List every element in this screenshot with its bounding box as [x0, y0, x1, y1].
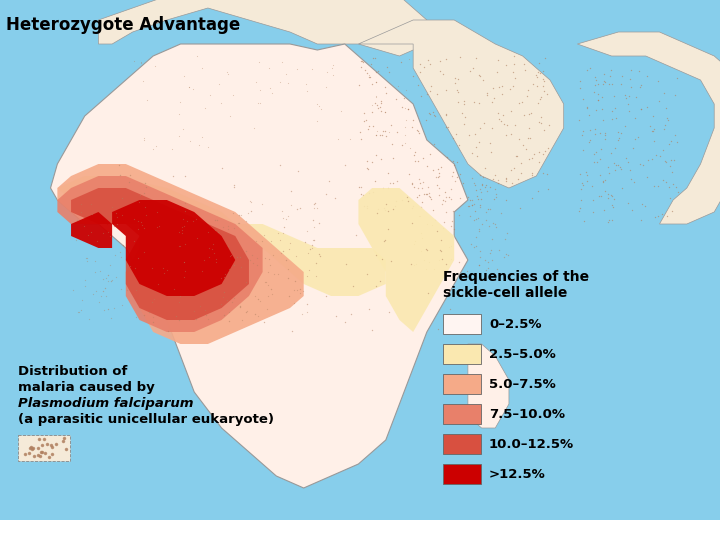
Polygon shape: [58, 176, 386, 296]
Text: 10.0–12.5%: 10.0–12.5%: [489, 437, 574, 450]
Polygon shape: [577, 32, 720, 224]
Text: sickle-cell allele: sickle-cell allele: [443, 286, 567, 300]
Polygon shape: [359, 188, 454, 332]
Text: Distribution of: Distribution of: [18, 365, 127, 378]
Polygon shape: [99, 0, 427, 56]
Polygon shape: [58, 164, 304, 344]
Text: (a parasitic unicellular eukaryote): (a parasitic unicellular eukaryote): [18, 413, 274, 426]
Text: 0–2.5%: 0–2.5%: [489, 318, 541, 330]
Polygon shape: [359, 20, 564, 188]
Text: Frequencies of the: Frequencies of the: [443, 270, 589, 284]
Bar: [443, 344, 481, 364]
Polygon shape: [71, 188, 249, 320]
Text: 2.5–5.0%: 2.5–5.0%: [489, 348, 556, 361]
Polygon shape: [58, 176, 263, 332]
Bar: [443, 374, 481, 394]
Polygon shape: [71, 212, 112, 248]
Polygon shape: [468, 344, 509, 428]
Bar: [443, 434, 481, 454]
Text: Plasmodium falciparum: Plasmodium falciparum: [18, 397, 194, 410]
Text: >12.5%: >12.5%: [489, 468, 546, 481]
Bar: [443, 404, 481, 424]
Text: Copyright © 2008 Pearson Education, Inc., publishing as Pearson Benjamin Cumming: Copyright © 2008 Pearson Education, Inc.…: [194, 521, 526, 530]
Text: malaria caused by: malaria caused by: [18, 381, 155, 394]
Polygon shape: [50, 44, 468, 488]
Text: 7.5–10.0%: 7.5–10.0%: [489, 408, 565, 421]
Bar: [443, 314, 481, 334]
Text: 5.0–7.5%: 5.0–7.5%: [489, 377, 556, 390]
Text: Heterozygote Advantage: Heterozygote Advantage: [6, 16, 240, 34]
Polygon shape: [112, 200, 235, 296]
Bar: [0, 520, 720, 540]
Bar: [443, 464, 481, 484]
Bar: [18, 435, 70, 461]
